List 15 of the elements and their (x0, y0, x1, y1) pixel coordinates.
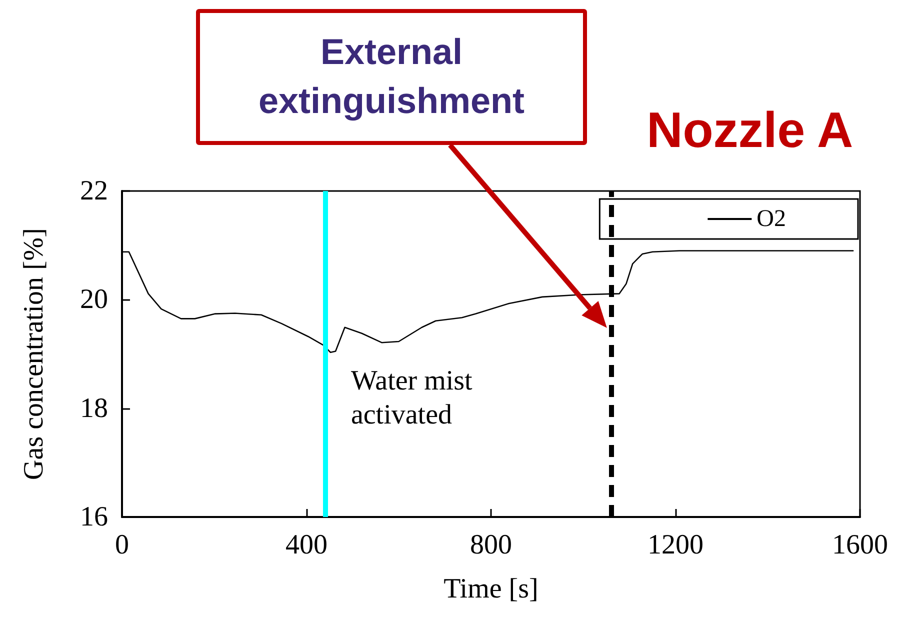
x-tick-label: 0 (115, 530, 129, 560)
ref-line-label: Water mist activated (350, 365, 480, 430)
chart-title: Nozzle A (646, 102, 854, 158)
x-tick-label: 1600 (832, 530, 888, 560)
legend-label: O2 (756, 206, 786, 232)
y-tick-label: 16 (80, 502, 108, 532)
x-tick-label: 1200 (648, 530, 704, 560)
y-tick-label: 20 (80, 284, 108, 316)
text: External extinguishment (196, 9, 587, 145)
y-tick-label: 18 (80, 392, 108, 424)
y-tick-label: 22 (80, 176, 108, 206)
x-tick-label: 400 (286, 530, 328, 560)
y-axis-title: Gas concentration [%] (18, 228, 50, 480)
x-axis-title: Time [s] (444, 574, 538, 604)
x-tick-label: 800 (470, 530, 512, 560)
